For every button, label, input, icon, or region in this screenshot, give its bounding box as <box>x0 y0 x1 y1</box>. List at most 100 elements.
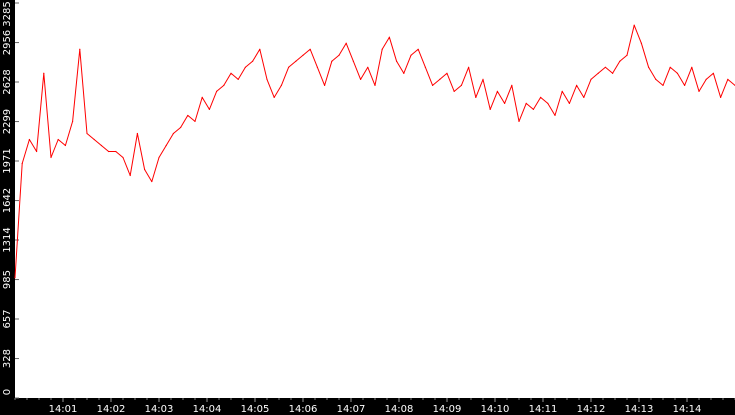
series-point <box>662 84 664 86</box>
series-point <box>669 66 671 68</box>
series-point <box>590 78 592 80</box>
series-point <box>453 90 455 92</box>
series-point <box>194 120 196 123</box>
y-tick-label: 657 <box>2 309 13 328</box>
series-group <box>14 24 735 279</box>
series-point <box>525 102 527 105</box>
series-point <box>604 66 607 68</box>
series-point <box>619 60 621 62</box>
x-tick-label: 14:01 <box>49 404 78 415</box>
series-point <box>460 84 462 86</box>
series-point <box>331 60 333 62</box>
series-point <box>561 90 563 92</box>
series-point <box>21 162 23 165</box>
series-point <box>108 150 110 153</box>
series-point <box>381 48 383 50</box>
series-point <box>655 78 657 80</box>
x-tick-label: 14:07 <box>337 404 366 415</box>
series-point <box>417 48 419 50</box>
tick-marks <box>14 2 735 402</box>
series-point <box>684 84 686 86</box>
series-point <box>223 84 225 86</box>
series-point <box>540 96 542 98</box>
series-point <box>554 114 556 117</box>
series-point <box>345 42 347 44</box>
series-point <box>122 156 124 159</box>
series-point <box>172 132 174 135</box>
x-tick-labels: 14:01 14:02 14:03 14:04 14:05 14:06 14:07 14:08… <box>49 404 702 415</box>
series-point <box>115 150 117 153</box>
y-tick-label: 985 <box>2 270 13 289</box>
y-tick-label: 1971 <box>2 148 13 173</box>
y-tick-label: 1314 <box>2 227 13 252</box>
series-point <box>295 60 297 62</box>
series-point <box>230 72 232 74</box>
x-axis-bar <box>0 398 735 415</box>
series-point <box>57 138 59 141</box>
series-point <box>136 132 138 135</box>
y-tick-label: 1642 <box>2 188 13 213</box>
x-tick-label: 14:02 <box>97 404 126 415</box>
series-point <box>396 60 398 62</box>
series-point <box>288 66 290 68</box>
series-point <box>432 84 434 86</box>
series-point <box>648 66 650 68</box>
series-point <box>691 66 693 68</box>
series-point <box>633 24 635 26</box>
series-point <box>302 54 304 56</box>
series-point <box>187 114 189 117</box>
series-point <box>28 138 30 141</box>
series-point <box>482 78 484 80</box>
series-point <box>504 102 506 105</box>
series-point <box>489 108 491 111</box>
series-point <box>388 36 390 38</box>
series-point <box>216 90 218 92</box>
y-tick-label: 0 <box>2 389 13 395</box>
x-tick-label: 14:05 <box>241 404 270 415</box>
series-point <box>468 66 470 68</box>
series-point <box>43 72 45 74</box>
x-tick-label: 14:06 <box>289 404 318 415</box>
series-point <box>266 78 268 80</box>
series-point <box>280 84 282 86</box>
series-point <box>79 48 81 50</box>
x-tick-label: 14:13 <box>625 404 654 415</box>
series-point <box>352 60 354 62</box>
y-tick-label: 2956 <box>2 30 13 55</box>
series-point <box>180 126 182 129</box>
series-point <box>576 84 578 86</box>
series-point <box>244 66 246 68</box>
series-point <box>568 102 571 105</box>
series-point <box>532 108 535 111</box>
series-point <box>86 132 88 135</box>
series-point <box>93 138 95 141</box>
series-point <box>64 144 66 147</box>
series-point <box>50 156 52 159</box>
series-point <box>259 48 261 50</box>
series-point <box>208 108 210 111</box>
series-point <box>720 96 722 98</box>
series-point <box>144 168 146 171</box>
series-point <box>158 156 160 159</box>
series-point <box>439 78 441 80</box>
series-point <box>403 72 405 74</box>
series-point <box>100 144 102 147</box>
x-tick-label: 14:04 <box>193 404 222 415</box>
y-tick-label: 2299 <box>2 109 13 134</box>
y-tick-label: 328 <box>2 349 13 368</box>
x-tick-label: 14:09 <box>433 404 462 415</box>
x-tick-label: 14:08 <box>385 404 414 415</box>
series-point <box>273 96 275 98</box>
series-point <box>612 72 614 74</box>
series-point <box>72 120 74 123</box>
series-point <box>626 54 628 56</box>
series-point <box>712 72 715 74</box>
y-axis-bar <box>0 0 15 415</box>
x-tick-label: 14:03 <box>145 404 174 415</box>
y-tick-label: 2628 <box>2 69 13 94</box>
x-tick-label: 14:11 <box>529 404 558 415</box>
series-point <box>698 90 700 92</box>
series-point <box>511 84 513 86</box>
